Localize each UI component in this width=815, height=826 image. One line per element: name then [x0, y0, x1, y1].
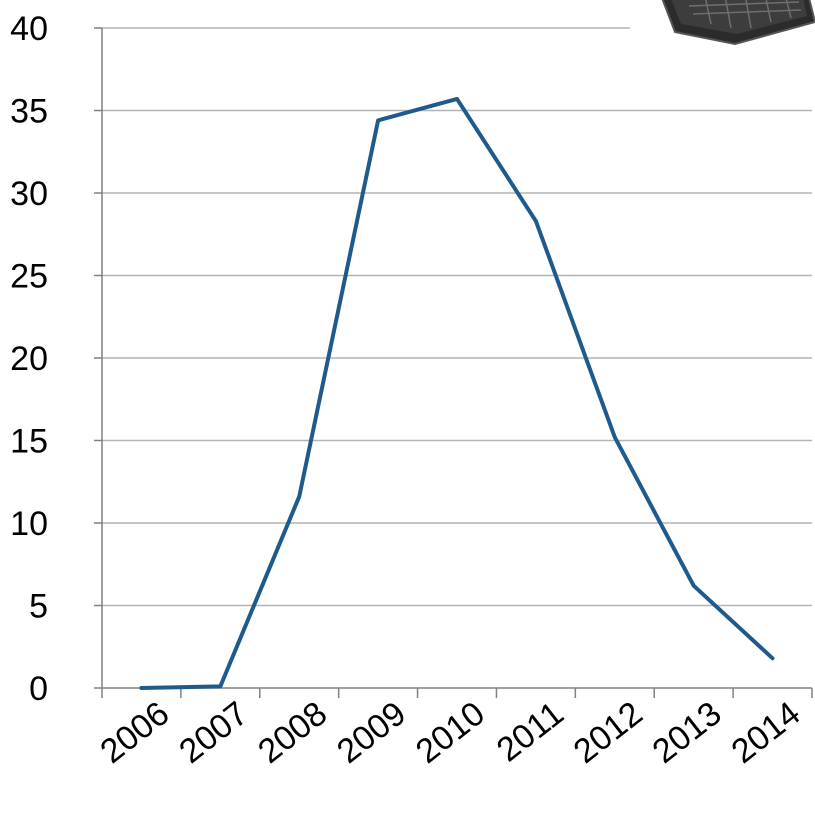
y-tick-label: 0: [29, 670, 48, 708]
keyboard-icon: [661, 0, 815, 46]
x-tick-label: 2008: [251, 694, 334, 771]
x-tick-label: 2014: [724, 694, 807, 771]
gridlines: [102, 27, 812, 607]
y-tick-label: 15: [10, 423, 48, 461]
y-tick-label: 25: [10, 258, 48, 296]
y-tick-label: 20: [10, 340, 48, 378]
series-group: [139, 96, 775, 690]
x-tick-label: 2010: [409, 694, 492, 771]
y-tick-label: 30: [10, 175, 48, 213]
y-tick-label: 10: [10, 505, 48, 543]
y-tick-label: 5: [29, 588, 48, 626]
x-tick-label: 2011: [490, 694, 571, 769]
x-tick-label: 2012: [567, 694, 650, 771]
x-tick-label: 2007: [172, 694, 255, 771]
y-tick-label: 35: [10, 93, 48, 131]
x-tick-label: 2006: [93, 694, 176, 771]
y-tick-label: 40: [10, 10, 48, 48]
series-line: [139, 96, 775, 690]
x-tick-label: 2009: [330, 694, 413, 771]
x-tick-label: 2013: [646, 694, 729, 771]
y-axis-ticks: 0 5 10 15 20 25 30 35 40: [10, 10, 102, 708]
